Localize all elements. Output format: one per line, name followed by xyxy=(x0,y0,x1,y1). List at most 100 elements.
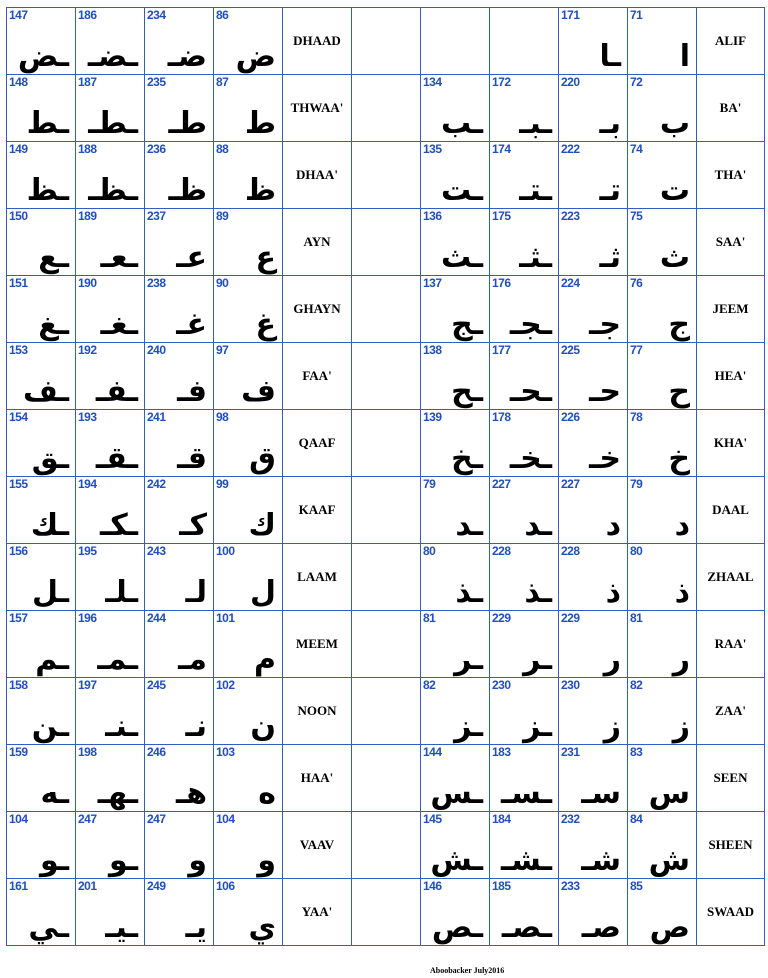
letter-name-cell: HEA' xyxy=(696,342,765,410)
code-number: 227 xyxy=(492,477,511,492)
letter-glyph: ـر xyxy=(523,642,552,677)
letter-glyph: ـس xyxy=(430,776,483,811)
code-number: 83 xyxy=(630,745,643,760)
glyph-cell: 138 ـح xyxy=(420,342,490,410)
letter-glyph: ر xyxy=(672,642,690,677)
code-number: 184 xyxy=(492,812,511,827)
glyph-cell: 171 ـا xyxy=(558,7,628,75)
letter-glyph: ع xyxy=(255,240,277,275)
glyph-cell: 100 ل xyxy=(213,543,283,611)
letter-glyph: ـن xyxy=(31,709,69,744)
glyph-cell: 101 م xyxy=(213,610,283,678)
glyph-cell: 156 ـل xyxy=(6,543,76,611)
code-number: 233 xyxy=(561,879,580,894)
letter-row: 158 ـن 197 ـنـ 245 نـ 102 ن NOON 82 ـز 230 ـز 230 ز 82 ز… xyxy=(6,677,765,745)
code-number: 244 xyxy=(147,611,166,626)
letter-glyph: ـم xyxy=(35,642,69,677)
glyph-cell: 83 س xyxy=(627,744,697,812)
letter-glyph: و xyxy=(188,843,207,878)
letter-glyph: ـذ xyxy=(455,575,483,610)
code-number: 144 xyxy=(423,745,442,760)
letter-name: SAA' xyxy=(715,234,746,249)
glyph-cell: 188 ـظـ xyxy=(75,141,145,209)
letter-glyph: شـ xyxy=(581,843,621,878)
code-number: 223 xyxy=(561,209,580,224)
letter-glyph: ـعـ xyxy=(100,240,138,275)
letter-glyph: ـيـ xyxy=(105,910,138,945)
letter-name: YAA' xyxy=(301,904,333,919)
letter-glyph: و xyxy=(257,843,276,878)
code-number: 188 xyxy=(78,142,97,157)
letter-glyph: ـج xyxy=(451,307,483,342)
letter-row: 154 ـق 193 ـقـ 241 قـ 98 ق QAAF 139 ـخ 178 ـخـ 226 خـ 7… xyxy=(6,409,765,477)
glyph-cell: 72 ب xyxy=(627,74,697,142)
letter-row: 159 ـه 198 ـهـ 246 هـ 103 ه HAA' 144 ـس 183 ـسـ 231 سـ… xyxy=(6,744,765,812)
letter-glyph: ث xyxy=(659,240,690,275)
letter-glyph: ت xyxy=(659,173,690,208)
glyph-cell: 144 ـس xyxy=(420,744,490,812)
letter-glyph: ـطـ xyxy=(88,106,138,141)
letter-glyph: ـنـ xyxy=(105,709,138,744)
code-number: 81 xyxy=(423,611,436,626)
code-number: 148 xyxy=(9,75,28,90)
letter-glyph: ـتـ xyxy=(519,173,552,208)
glyph-cell: 236 ظـ xyxy=(144,141,214,209)
letter-row: 157 ـم 196 ـمـ 244 مـ 101 م MEEM 81 ـر 229 ـر 229 ر 81 ر… xyxy=(6,610,765,678)
glyph-cell: 106 ي xyxy=(213,878,283,946)
letter-glyph: ـشـ xyxy=(500,843,552,878)
letter-name: RAA' xyxy=(714,636,747,651)
code-number: 247 xyxy=(147,812,166,827)
letter-glyph: ش xyxy=(648,843,690,878)
glyph-cell: 224 جـ xyxy=(558,275,628,343)
letter-glyph: قـ xyxy=(177,441,207,476)
letter-name: BA' xyxy=(719,100,742,115)
code-number: 242 xyxy=(147,477,166,492)
letter-row: 147 ـض 186 ـضـ 234 ضـ 86 ض DHAAD 171 ـا 71 ا ALIF xyxy=(6,7,765,75)
letter-glyph: ـش xyxy=(430,843,483,878)
code-number: 100 xyxy=(216,544,235,559)
letter-glyph: ـظ xyxy=(26,173,69,208)
glyph-cell: 176 ـجـ xyxy=(489,275,559,343)
code-number: 171 xyxy=(561,8,580,23)
letter-glyph: ـخ xyxy=(451,441,483,476)
code-number: 232 xyxy=(561,812,580,827)
code-number: 228 xyxy=(561,544,580,559)
letter-glyph: ـه xyxy=(40,776,69,811)
code-number: 230 xyxy=(561,678,580,693)
letter-name-cell: KHA' xyxy=(696,409,765,477)
glyph-cell: 190 ـغـ xyxy=(75,275,145,343)
letter-glyph: عـ xyxy=(176,240,207,275)
glyph-cell: 137 ـج xyxy=(420,275,490,343)
spacer-cell xyxy=(351,744,421,812)
letter-glyph: ز xyxy=(672,709,690,744)
letter-name-cell: THWAA' xyxy=(282,74,352,142)
glyph-cell: 161 ـي xyxy=(6,878,76,946)
glyph-cell: 183 ـسـ xyxy=(489,744,559,812)
letter-glyph: ـض xyxy=(17,39,69,74)
letter-glyph: ـغ xyxy=(38,307,69,342)
letter-glyph: ه xyxy=(258,776,276,811)
code-number: 80 xyxy=(630,544,643,559)
letter-glyph: فـ xyxy=(177,374,207,409)
code-number: 229 xyxy=(561,611,580,626)
spacer-cell xyxy=(351,342,421,410)
code-number: 74 xyxy=(630,142,643,157)
letter-glyph: ـص xyxy=(431,910,483,945)
code-number: 225 xyxy=(561,343,580,358)
code-number: 196 xyxy=(78,611,97,626)
letter-glyph: ـو xyxy=(39,843,69,878)
glyph-cell: 71 ا xyxy=(627,7,697,75)
glyph-cell: 226 خـ xyxy=(558,409,628,477)
glyph-cell: 234 ضـ xyxy=(144,7,214,75)
code-number: 77 xyxy=(630,343,643,358)
code-number: 138 xyxy=(423,343,442,358)
letter-glyph: ـضـ xyxy=(87,39,138,74)
letter-glyph: ـخـ xyxy=(509,441,552,476)
letter-glyph: ـك xyxy=(30,508,69,543)
letter-glyph: كـ xyxy=(179,508,207,543)
letter-glyph: نـ xyxy=(185,709,207,744)
letter-name-cell: NOON xyxy=(282,677,352,745)
letter-name-cell: VAAV xyxy=(282,811,352,879)
glyph-cell xyxy=(489,7,559,75)
letter-grid: 147 ـض 186 ـضـ 234 ضـ 86 ض DHAAD 171 ـا 71 ا ALIF 148 ـ… xyxy=(6,7,765,946)
